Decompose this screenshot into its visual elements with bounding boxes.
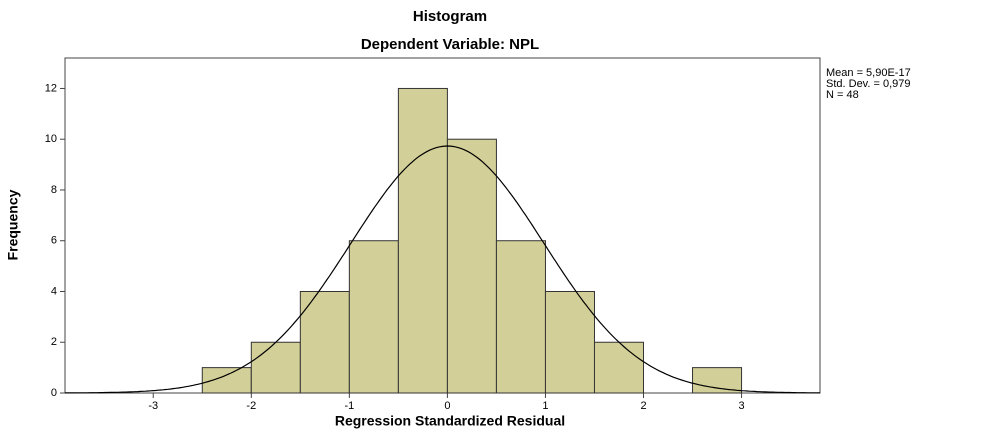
y-tick-label: 8 [51,184,57,196]
stat-annotation: N = 48 [826,89,859,101]
bar [693,368,742,393]
chart: Histogram Dependent Variable: NPL Regres… [0,0,981,432]
bar [349,241,398,393]
y-tick-label: 2 [51,336,57,348]
bar [251,342,300,393]
y-axis-title: Frequency [5,189,21,260]
chart-subtitle: Dependent Variable: NPL [361,36,539,53]
x-tick-label: 3 [738,400,744,412]
x-tick-label: 0 [444,400,450,412]
y-tick-label: 0 [51,387,57,399]
y-tick-label: 6 [51,235,57,247]
y-tick-label: 4 [51,285,57,297]
x-tick-label: -2 [246,400,256,412]
x-tick-label: -1 [344,400,354,412]
x-axis-title: Regression Standardized Residual [335,413,565,429]
bar [398,88,447,393]
chart-title: Histogram [413,8,487,25]
bar [496,241,545,393]
bar [594,342,643,393]
y-tick-label: 12 [45,82,57,94]
x-tick-label: -3 [148,400,158,412]
bar [202,368,251,393]
page: {"chart_data": {"type": "histogram", "ti… [0,0,981,432]
x-tick-label: 2 [640,400,646,412]
x-tick-label: 1 [542,400,548,412]
bar [447,139,496,393]
y-tick-label: 10 [45,133,57,145]
